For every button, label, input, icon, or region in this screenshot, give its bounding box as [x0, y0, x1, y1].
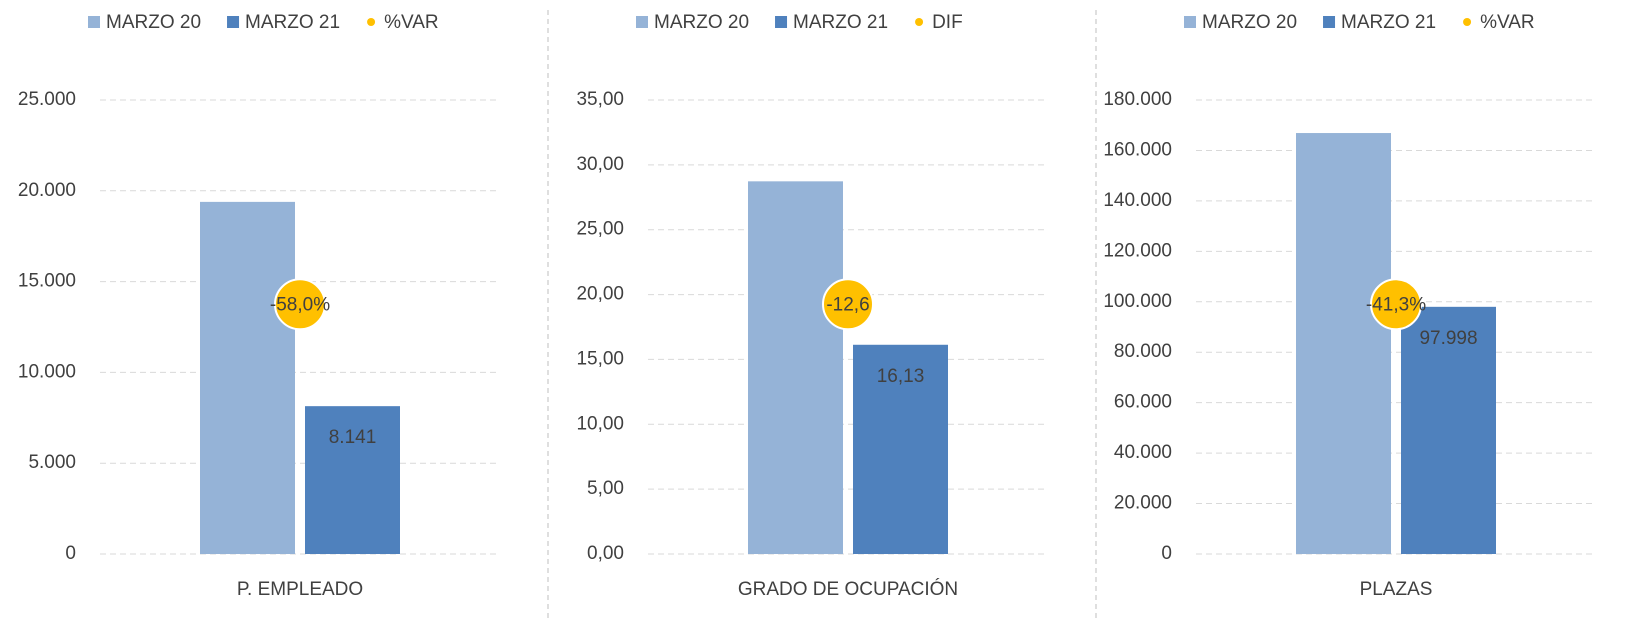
legend-label: DIF — [932, 12, 963, 33]
y-tick-label: 0 — [1161, 543, 1172, 564]
bar — [1296, 133, 1391, 554]
y-tick-label: 35,00 — [576, 89, 624, 110]
legend-swatch — [1463, 18, 1472, 26]
bar — [748, 181, 843, 554]
y-tick-label: 10,00 — [576, 413, 624, 434]
var-marker — [1370, 278, 1422, 331]
y-tick-label: 120.000 — [1103, 240, 1172, 261]
y-tick-label: 20.000 — [1114, 493, 1172, 514]
bar — [305, 406, 400, 554]
legend-swatch — [227, 16, 240, 28]
y-tick-label: 25.000 — [18, 89, 76, 110]
legend-label: MARZO 20 — [1202, 12, 1297, 33]
y-tick-label: 15,00 — [576, 348, 624, 369]
legend-label: MARZO 20 — [654, 12, 749, 33]
y-tick-label: 20.000 — [18, 180, 76, 201]
data-label: 97.998 — [1419, 328, 1477, 349]
data-label: 8.141 — [329, 427, 377, 448]
y-tick-label: 40.000 — [1114, 442, 1172, 463]
y-tick-label: 10.000 — [18, 361, 76, 382]
y-tick-label: 0,00 — [587, 543, 624, 564]
legend-label: %VAR — [1480, 12, 1535, 33]
data-label: 16,13 — [877, 366, 925, 387]
y-tick-label: 20,00 — [576, 284, 624, 305]
y-tick-label: 180.000 — [1103, 89, 1172, 110]
legend-swatch — [775, 16, 788, 28]
bar — [200, 201, 295, 554]
legend-label: MARZO 20 — [106, 12, 201, 33]
data-label: -12,6 — [826, 294, 869, 315]
x-tick-label: PLAZAS — [1360, 579, 1433, 600]
y-tick-label: 5,00 — [587, 478, 624, 499]
legend-swatch — [915, 18, 924, 26]
legend-label: MARZO 21 — [245, 12, 340, 33]
y-tick-label: 5.000 — [28, 452, 76, 473]
data-label: -58,0% — [270, 294, 330, 315]
data-label: -41,3% — [1366, 294, 1426, 315]
var-marker — [822, 278, 874, 331]
legend-label: MARZO 21 — [793, 12, 888, 33]
x-tick-label: P. EMPLEADO — [237, 579, 363, 600]
legend-swatch — [1323, 16, 1336, 28]
x-tick-label: GRADO DE OCUPACIÓN — [738, 578, 958, 600]
legend-swatch — [1184, 16, 1196, 28]
y-tick-label: 160.000 — [1103, 139, 1172, 160]
var-marker — [274, 278, 326, 331]
legend-label: %VAR — [384, 12, 439, 33]
bar — [1401, 306, 1496, 554]
y-tick-label: 30,00 — [576, 154, 624, 175]
y-tick-label: 25,00 — [576, 219, 624, 240]
bar — [853, 344, 948, 554]
y-tick-label: 140.000 — [1103, 190, 1172, 211]
y-tick-label: 80.000 — [1114, 341, 1172, 362]
legend-swatch — [367, 18, 376, 26]
legend-swatch — [88, 16, 100, 28]
legend-swatch — [636, 16, 648, 28]
legend-label: MARZO 21 — [1341, 12, 1436, 33]
y-tick-label: 100.000 — [1103, 291, 1172, 312]
y-tick-label: 0 — [65, 543, 76, 564]
y-tick-label: 60.000 — [1114, 392, 1172, 413]
y-tick-label: 15.000 — [18, 271, 76, 292]
